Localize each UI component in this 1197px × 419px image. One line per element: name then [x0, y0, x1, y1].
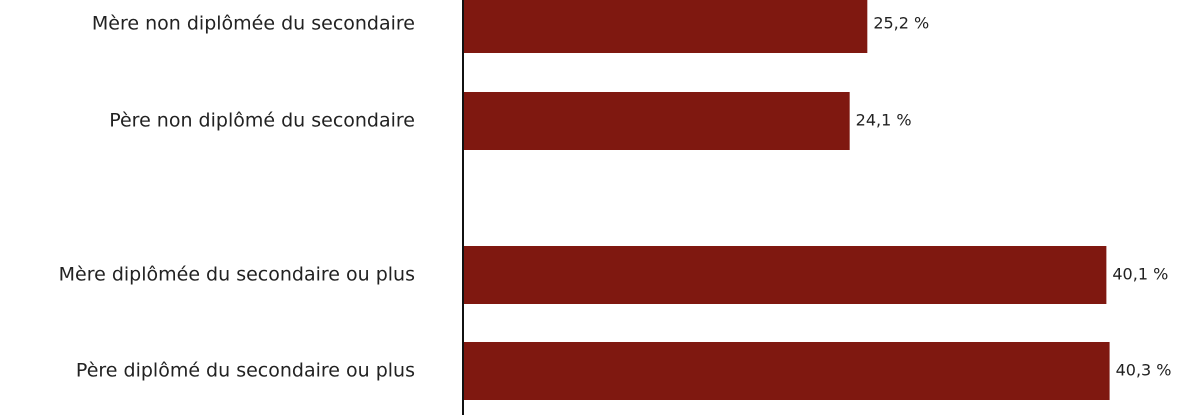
category-label: Mère diplômée du secondaire ou plus	[59, 264, 415, 286]
category-label: Mère non diplômée du secondaire	[92, 13, 415, 35]
value-label: 25,2 %	[873, 14, 929, 33]
value-label: 40,1 %	[1112, 265, 1168, 284]
value-label: 40,3 %	[1116, 361, 1172, 380]
category-label: Père non diplômé du secondaire	[109, 110, 415, 132]
bar	[463, 92, 850, 150]
bar	[463, 342, 1110, 400]
bar	[463, 246, 1107, 304]
category-label: Père diplômé du secondaire ou plus	[76, 360, 415, 382]
bar	[463, 0, 868, 53]
value-label: 24,1 %	[856, 111, 912, 130]
